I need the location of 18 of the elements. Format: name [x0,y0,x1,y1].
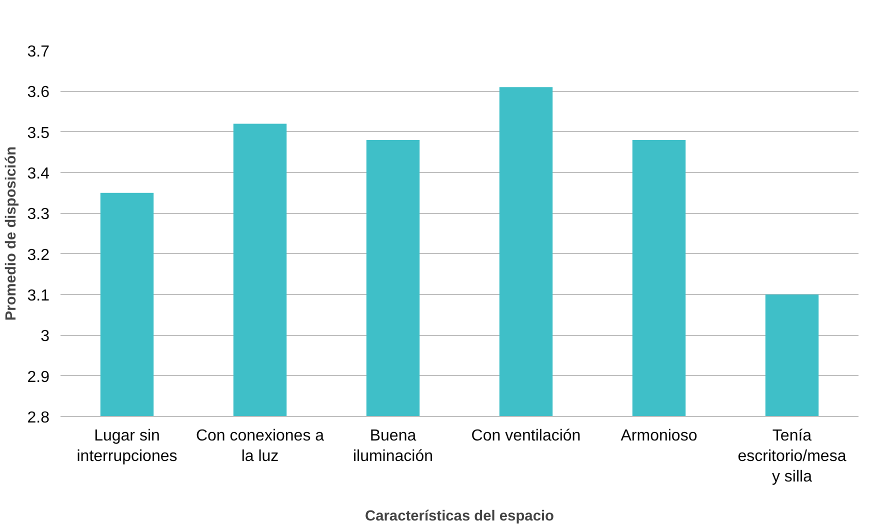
y-tick-label: 3.7 [27,44,50,60]
x-tick-label: Con ventilación [471,428,581,444]
y-axis-title: Promedio de disposición [3,146,20,321]
x-tick-label: Tenía escritorio/mesa y silla [738,428,846,486]
y-tick-label: 2.9 [27,368,50,386]
x-axis-title: Características del espacio [364,508,554,524]
y-tick-label: 3.1 [27,288,50,304]
x-tick-label: Buena iluminación [352,428,434,465]
y-tick-label: 3.2 [27,246,50,264]
x-tick-label: Lugar sin interrupciones [76,428,178,465]
x-tick-label: Con conexiones a la luz [196,428,324,465]
y-tick-label: 3.6 [27,84,50,102]
y-tick-label: 3.3 [27,206,50,224]
y-tick-label: 3 [40,328,50,346]
y-tick-label: 2.8 [27,410,50,426]
y-tick-label: 3.4 [27,166,50,182]
y-tick-label: 3.5 [27,124,50,142]
x-tick-label: Armonioso [620,428,698,444]
